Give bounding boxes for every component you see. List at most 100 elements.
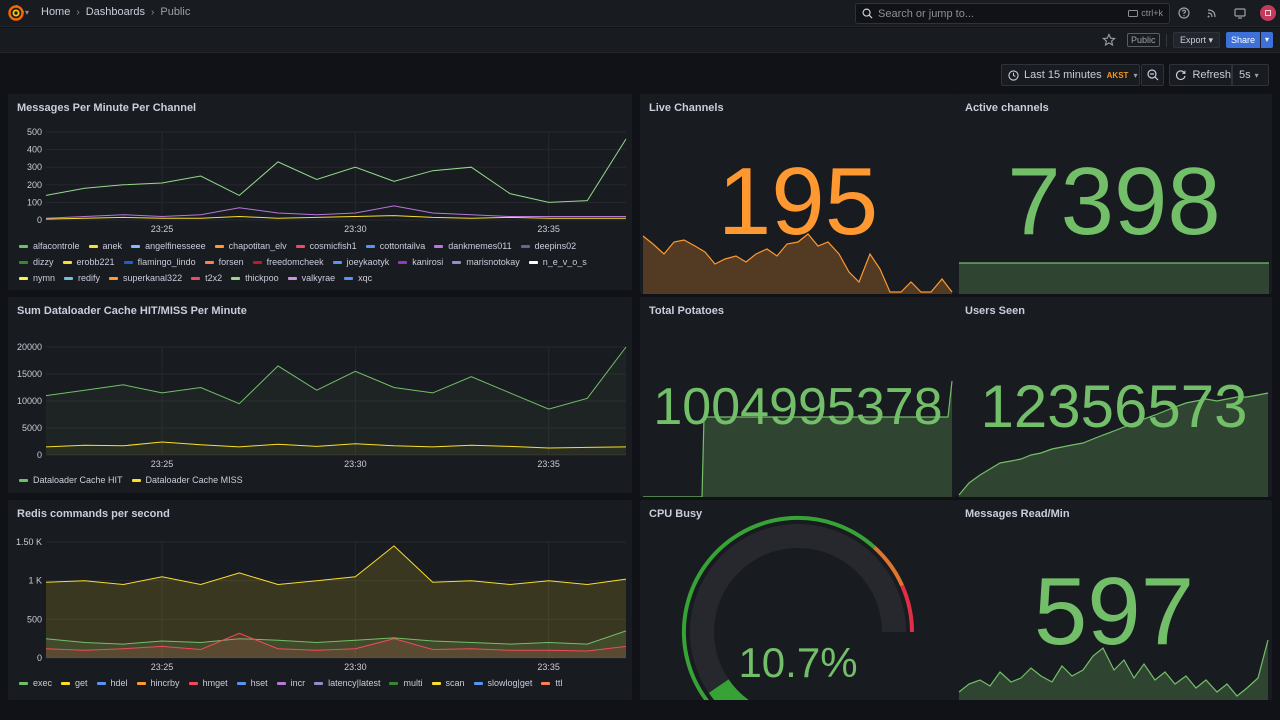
refresh-interval-picker[interactable]: 5s ▾ <box>1232 64 1269 86</box>
redis-chart[interactable]: 0 500 1 K 1.50 K 23:25 23:30 23:35 <box>8 500 632 676</box>
series-area <box>46 347 626 455</box>
legend-item[interactable]: latency|latest <box>314 677 380 689</box>
search-input[interactable] <box>878 7 1118 20</box>
legend-item[interactable]: ttl <box>541 677 562 689</box>
legend-swatch <box>231 276 241 280</box>
breadcrumb-dashboards[interactable]: Dashboards <box>85 6 146 18</box>
dashboard-toolbar: Public Export ▾ Share ▾ <box>0 28 1280 53</box>
legend-swatch <box>19 681 28 685</box>
legend-item[interactable]: chapotitan_elv <box>214 240 287 252</box>
legend-label: cosmicfish1 <box>309 241 357 251</box>
legend-item[interactable]: erobb221 <box>62 256 115 268</box>
refresh-button[interactable]: Refresh <box>1169 64 1232 86</box>
legend-item[interactable]: freedomcheek <box>252 256 324 268</box>
tv-icon[interactable] <box>1232 5 1248 21</box>
legend-item[interactable]: marisnotokay <box>452 256 520 268</box>
legend-item[interactable]: slowlog|get <box>473 677 532 689</box>
refresh-icon <box>1175 70 1186 80</box>
series-line <box>45 441 627 449</box>
legend-swatch <box>344 276 354 280</box>
avatar[interactable] <box>1260 5 1276 21</box>
search-icon <box>862 8 873 19</box>
search-box[interactable]: ctrl+k <box>855 3 1170 24</box>
legend-item[interactable]: scan <box>431 677 465 689</box>
sparkline-line <box>958 392 1269 496</box>
grafana-logo-icon[interactable] <box>8 5 24 21</box>
legend-swatch <box>19 260 28 264</box>
legend-item[interactable]: Dataloader Cache MISS <box>131 474 243 486</box>
legend-item[interactable]: cottontailva <box>365 240 426 252</box>
series-line <box>45 545 627 586</box>
panel-messages-read: Messages Read/Min 597 <box>956 500 1272 700</box>
breadcrumb-home[interactable]: Home <box>41 6 71 18</box>
y-tick-label: 300 <box>27 162 42 172</box>
legend-item[interactable]: deepins02 <box>520 240 577 252</box>
legend-item[interactable]: anek <box>88 240 123 252</box>
legend-item[interactable]: kanirosi <box>398 256 443 268</box>
share-button[interactable]: Share <box>1226 32 1260 48</box>
live-channels-value: 195 <box>717 148 879 255</box>
legend-item[interactable]: redify <box>64 272 100 284</box>
legend-label: dankmemes011 <box>448 241 512 251</box>
legend-swatch <box>64 276 74 280</box>
legend-swatch <box>131 244 141 248</box>
legend-label: anek <box>102 241 123 251</box>
legend-swatch <box>520 244 530 248</box>
legend-item[interactable]: hdel <box>96 677 128 689</box>
y-tick-label: 1.50 K <box>16 537 42 547</box>
legend-item[interactable]: alfacontrole <box>19 240 80 252</box>
panel-title: Users Seen <box>965 305 1025 317</box>
messages-chart[interactable]: 0 100 200 300 400 500 23:25 23:30 23:35 <box>8 94 632 234</box>
legend-swatch <box>434 244 444 248</box>
legend-item[interactable]: exec <box>19 677 52 689</box>
dataloader-chart[interactable]: 0 5000 10000 15000 20000 23:25 23:30 23:35 <box>8 297 632 473</box>
legend-swatch <box>314 681 324 685</box>
y-tick-label: 200 <box>27 180 42 190</box>
legend-label: hset <box>250 678 268 688</box>
legend-item[interactable]: hincrby <box>136 677 180 689</box>
legend-item[interactable]: nymn <box>19 272 55 284</box>
export-button[interactable]: Export ▾ <box>1173 32 1221 48</box>
legend-item[interactable]: angelfinesseee <box>131 240 206 252</box>
legend-item[interactable]: t2x2 <box>191 272 222 284</box>
top-icons <box>1176 5 1276 21</box>
legend-item[interactable]: hset <box>236 677 268 689</box>
legend-label: superkanal322 <box>123 273 183 283</box>
legend-swatch <box>332 260 342 264</box>
legend-item[interactable]: n_e_v_o_s <box>528 256 587 268</box>
chevron-down-icon[interactable]: ▾ <box>25 8 30 17</box>
legend-item[interactable]: Dataloader Cache HIT <box>19 474 123 486</box>
legend-item[interactable]: dizzy <box>19 256 54 268</box>
legend-item[interactable]: incr <box>276 677 305 689</box>
legend-item[interactable]: superkanal322 <box>109 272 182 284</box>
x-tick-label: 23:35 <box>537 662 560 672</box>
legend-item[interactable]: hmget <box>188 677 228 689</box>
legend-item[interactable]: thickpoo <box>231 272 279 284</box>
zoom-out-button[interactable] <box>1141 64 1164 86</box>
legend-label: cottontailva <box>379 241 426 251</box>
legend-item[interactable]: get <box>61 677 88 689</box>
legend-label: deepins02 <box>534 241 577 251</box>
legend-item[interactable]: joeykaotyk <box>332 256 389 268</box>
users-seen-value: 12356573 <box>980 373 1248 440</box>
help-icon[interactable] <box>1176 5 1192 21</box>
rss-icon[interactable] <box>1204 5 1220 21</box>
legend-item[interactable]: xqc <box>344 272 372 284</box>
star-icon[interactable] <box>1102 33 1116 47</box>
panel-live-channels: Live Channels 195 <box>640 94 956 294</box>
x-tick-label: 23:30 <box>344 662 367 672</box>
legend-item[interactable]: multi <box>389 677 423 689</box>
legend-swatch <box>136 681 146 685</box>
legend-item[interactable]: flamingo_lindo <box>123 256 196 268</box>
legend-label: nymn <box>33 273 56 283</box>
time-range-picker[interactable]: Last 15 minutes AKST ▾ <box>1001 64 1140 86</box>
y-tick-label: 400 <box>27 145 42 155</box>
chevron-down-icon: ▾ <box>1208 35 1214 45</box>
share-dropdown-button[interactable]: ▾ <box>1261 32 1273 48</box>
y-tick-label: 500 <box>27 614 42 624</box>
legend-item[interactable]: dankmemes011 <box>434 240 512 252</box>
series-line <box>45 205 626 219</box>
legend-item[interactable]: valkyrae <box>287 272 335 284</box>
legend-item[interactable]: forsen <box>204 256 244 268</box>
legend-item[interactable]: cosmicfish1 <box>295 240 357 252</box>
